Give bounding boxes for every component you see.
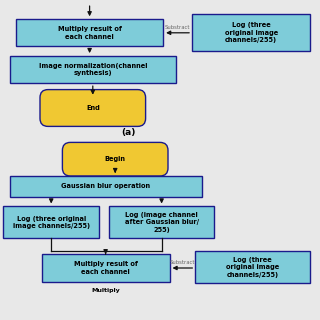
FancyBboxPatch shape [3, 206, 99, 238]
Text: Begin: Begin [105, 156, 126, 162]
Text: Substract: Substract [170, 260, 195, 265]
Text: End: End [86, 105, 100, 111]
Text: Image normalization(channel
synthesis): Image normalization(channel synthesis) [38, 63, 147, 76]
FancyBboxPatch shape [192, 14, 310, 51]
FancyBboxPatch shape [62, 142, 168, 176]
FancyBboxPatch shape [42, 254, 170, 282]
FancyBboxPatch shape [195, 251, 310, 283]
Text: Log (three
original image
channels/255): Log (three original image channels/255) [226, 257, 279, 278]
Text: (a): (a) [121, 128, 135, 137]
Text: Multiply result of
each channel: Multiply result of each channel [58, 26, 122, 40]
Text: Log (three
original image
channels/255): Log (three original image channels/255) [225, 22, 278, 43]
FancyBboxPatch shape [109, 206, 214, 238]
Text: Log (three original
image channels/255): Log (three original image channels/255) [12, 216, 90, 229]
Text: Multiply result of
each channel: Multiply result of each channel [74, 261, 138, 275]
FancyBboxPatch shape [10, 176, 202, 197]
Text: Log (image channel
after Gaussian blur/
255): Log (image channel after Gaussian blur/ … [124, 212, 199, 233]
FancyBboxPatch shape [10, 56, 176, 83]
FancyBboxPatch shape [40, 90, 146, 126]
Text: Substract: Substract [165, 25, 190, 30]
Text: Multiply: Multiply [91, 288, 120, 293]
Text: Gaussian blur operation: Gaussian blur operation [61, 183, 150, 189]
FancyBboxPatch shape [16, 19, 163, 46]
